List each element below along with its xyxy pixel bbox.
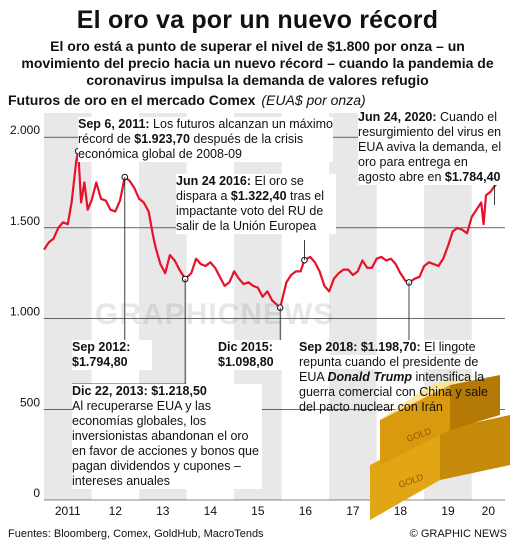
chart-header: Futuros de oro en el mercado Comex (EUA$ … [8,92,366,108]
annotation-jun-2016-date: Jun 24 2016: [176,174,252,188]
annotation-dic-2013-date: Dic 22, 2013: [72,384,148,398]
annotation-sep-2018-name: Donald Trump [327,370,413,384]
subheadline: El oro está a punto de superar el nivel … [21,38,494,88]
annotation-dic-2013-value: $1.218,50 [151,384,207,398]
annotation-dic-2015-date: Dic 2015: [218,340,273,354]
headline: El oro va por un nuevo récord [76,6,439,34]
annotation-dic-2015-value: $1.098,80 [218,355,274,369]
annotation-sep-2018: Sep 2018: $1.198,70: El lingote repunta … [299,340,495,415]
y-tick-label: 500 [20,395,40,409]
x-tick-label: 16 [299,504,313,518]
x-tick-label: 19 [441,504,455,518]
annotation-sep-2012-date: Sep 2012: [72,340,131,354]
y-tick-label: 0 [33,486,40,500]
annotation-jun-2016: Jun 24 2016: El oro se dispara a $1.322,… [176,174,336,234]
annotation-dic-2013-text: Al recuperarse EUA y las economías globa… [72,399,259,488]
annotation-sep-2011: Sep 6, 2011: Los futuros alcanzan un máx… [78,117,333,162]
annotation-sep-2018-date: Sep 2018: [299,340,358,354]
annotation-dic-2013: Dic 22, 2013: $1.218,50 Al recuperarse E… [72,384,262,489]
sources: Fuentes: Bloomberg, Comex, GoldHub, Macr… [8,528,264,540]
watermark: GRAPHICNEWS [95,298,335,331]
annotation-sep-2011-date: Sep 6, 2011: [78,117,150,131]
annotation-jun-2016-text: El oro se dispara a [176,174,304,203]
gold-bars-illustration: GOLD GOLD [370,375,510,520]
annotation-sep-2011-text2: después de la crisis económica global de… [78,132,304,161]
y-tick-label: 2.000 [10,123,40,137]
x-tick-label: 2011 [55,504,81,518]
x-tick-label: 13 [156,504,170,518]
x-tick-label: 12 [109,504,123,518]
x-tick-label: 18 [394,504,408,518]
annotation-sep-2011-text: Los futuros alcanzan un máximo récord de [78,117,334,146]
y-tick-label: 1.000 [10,305,40,319]
chart-header-unit: (EUA$ por onza) [261,92,366,108]
annotation-sep-2011-value: $1.923,70 [134,132,190,146]
annotation-sep-2018-text2: intensifica la guerra comercial con Chin… [299,370,488,414]
y-tick-label: 1.500 [10,214,40,228]
annotation-jun-2020-value: $1.784,40 [444,170,501,184]
annotation-jun-2016-text2: tras el impactante voto del RU de salir … [176,189,325,233]
x-tick-label: 20 [482,504,496,518]
chart-header-label: Futuros de oro en el mercado Comex [8,92,256,108]
annotation-dic-2015: Dic 2015: $1.098,80 [218,340,296,370]
credit: © GRAPHIC NEWS [409,528,507,540]
annotation-jun-2016-value: $1.322,40 [230,189,287,203]
annotation-jun-2020-date: Jun 24, 2020: [358,110,437,124]
annotation-jun-2020-text: Cuando el resurgimiento del virus en EUA… [358,110,502,184]
gold-price-line [43,150,504,309]
annotation-sep-2012-value: $1.794,80 [72,355,128,369]
annotation-sep-2018-value: $1.198,70: [360,340,421,354]
annotation-jun-2020: Jun 24, 2020: Cuando el resurgimiento de… [358,110,508,185]
x-tick-label: 17 [346,504,360,518]
x-axis: 2011 12 13 14 15 16 17 18 19 20 [55,504,496,518]
x-tick-label: 14 [204,504,218,518]
y-axis: 0 500 1.000 1.500 2.000 [10,123,40,500]
annotation-sep-2012: Sep 2012: $1.794,80 [72,340,152,370]
x-tick-label: 15 [251,504,265,518]
